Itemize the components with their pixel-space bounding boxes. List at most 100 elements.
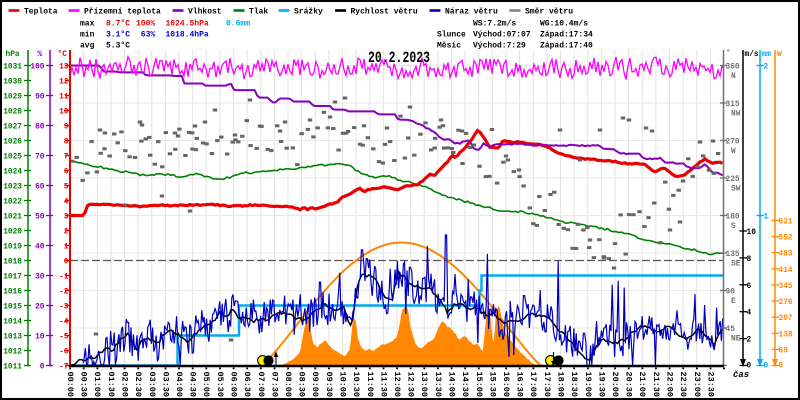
svg-text:02:30: 02:30 — [133, 372, 143, 398]
svg-text:8.7°C: 8.7°C — [106, 18, 130, 28]
svg-text:Směr větru: Směr větru — [525, 7, 573, 17]
svg-text:1025: 1025 — [3, 152, 22, 162]
svg-text:138: 138 — [779, 329, 793, 339]
svg-text:6: 6 — [64, 167, 69, 177]
svg-text:4: 4 — [747, 308, 752, 318]
svg-text:-2: -2 — [59, 287, 68, 297]
svg-text:1: 1 — [64, 242, 69, 252]
svg-text:9: 9 — [64, 122, 69, 132]
svg-text:1015: 1015 — [3, 302, 22, 312]
svg-text:07:00: 07:00 — [256, 372, 266, 398]
svg-text:°: ° — [726, 49, 731, 58]
svg-text:11: 11 — [59, 92, 68, 102]
svg-text:50: 50 — [35, 212, 44, 222]
svg-text:17:00: 17:00 — [528, 372, 538, 398]
svg-text:80: 80 — [35, 122, 44, 132]
svg-text:7: 7 — [64, 152, 69, 162]
svg-text:11:30: 11:30 — [378, 372, 388, 398]
svg-text:14:30: 14:30 — [460, 372, 470, 398]
svg-text:40: 40 — [35, 242, 44, 252]
svg-text:WG:10.4m/s: WG:10.4m/s — [540, 18, 588, 28]
svg-text:1019: 1019 — [3, 242, 22, 252]
svg-text:1026: 1026 — [3, 137, 22, 147]
svg-text:00:00: 00:00 — [65, 372, 75, 398]
svg-text:70: 70 — [35, 152, 44, 162]
svg-text:Západ:17:40: Západ:17:40 — [540, 40, 593, 50]
svg-text:1016: 1016 — [3, 287, 22, 297]
svg-text:18:00: 18:00 — [556, 372, 566, 398]
svg-text:Vlhkost: Vlhkost — [188, 7, 222, 17]
svg-text:0: 0 — [747, 361, 752, 371]
svg-text:1030: 1030 — [3, 77, 22, 87]
svg-text:NE: NE — [731, 334, 740, 344]
svg-text:Rychlost větru: Rychlost větru — [351, 7, 418, 17]
svg-text:avg: avg — [80, 40, 94, 50]
svg-text:hPa: hPa — [6, 50, 20, 59]
svg-text:1020: 1020 — [3, 227, 22, 237]
svg-text:345: 345 — [779, 281, 793, 291]
svg-text:13:00: 13:00 — [419, 372, 429, 398]
svg-text:W: W — [731, 146, 737, 156]
svg-text:Východ:07:07: Východ:07:07 — [473, 29, 531, 39]
svg-text:2: 2 — [64, 227, 69, 237]
svg-text:%: % — [38, 50, 43, 59]
svg-text:315: 315 — [726, 99, 740, 109]
svg-text:1011: 1011 — [3, 362, 22, 372]
svg-text:12:00: 12:00 — [392, 372, 402, 398]
svg-text:09:00: 09:00 — [310, 372, 320, 398]
svg-text:5: 5 — [64, 182, 69, 192]
svg-text:°C: °C — [58, 50, 68, 59]
svg-text:-4: -4 — [59, 317, 68, 327]
svg-text:Tlak: Tlak — [249, 7, 268, 17]
svg-text:10: 10 — [747, 227, 756, 237]
svg-text:23:00: 23:00 — [692, 372, 702, 398]
svg-text:01:00: 01:00 — [92, 372, 102, 398]
svg-text:0: 0 — [64, 257, 69, 267]
svg-text:04:00: 04:00 — [174, 372, 184, 398]
svg-text:21:00: 21:00 — [637, 372, 647, 398]
svg-text:02:00: 02:00 — [120, 372, 130, 398]
svg-text:1028: 1028 — [3, 107, 22, 117]
svg-text:SE: SE — [731, 259, 740, 269]
svg-text:5.3°C: 5.3°C — [106, 40, 130, 50]
svg-text:12: 12 — [59, 77, 68, 87]
svg-text:Východ:7:29: Východ:7:29 — [473, 40, 526, 50]
svg-text:4: 4 — [64, 197, 69, 207]
svg-text:1018: 1018 — [3, 257, 22, 267]
svg-text:276: 276 — [779, 297, 793, 307]
svg-text:0: 0 — [764, 361, 769, 371]
svg-text:225: 225 — [726, 174, 740, 184]
svg-text:N: N — [731, 71, 736, 81]
svg-text:483: 483 — [779, 249, 793, 259]
svg-text:8: 8 — [64, 137, 69, 147]
svg-text:552: 552 — [779, 233, 793, 243]
svg-text:45: 45 — [726, 324, 735, 334]
svg-text:1: 1 — [764, 212, 769, 222]
svg-text:12:30: 12:30 — [406, 372, 416, 398]
svg-text:-6: -6 — [59, 347, 68, 357]
svg-text:6: 6 — [747, 281, 752, 291]
svg-text:Náraz větru: Náraz větru — [445, 7, 498, 17]
svg-text:1012: 1012 — [3, 347, 22, 357]
svg-text:Přízemní teplota: Přízemní teplota — [84, 7, 161, 17]
svg-text:WS:7.2m/s: WS:7.2m/s — [473, 18, 516, 28]
svg-text:180: 180 — [726, 212, 740, 222]
svg-text:Slunce: Slunce — [437, 29, 466, 39]
svg-text:1024.5hPa: 1024.5hPa — [166, 18, 209, 28]
svg-text:S: S — [731, 221, 736, 231]
svg-text:1024: 1024 — [3, 167, 22, 177]
svg-text:3.1°C: 3.1°C — [106, 29, 130, 39]
svg-text:21:30: 21:30 — [651, 372, 661, 398]
svg-text:13:30: 13:30 — [433, 372, 443, 398]
svg-text:621: 621 — [779, 216, 793, 226]
svg-text:63%: 63% — [141, 29, 156, 39]
svg-text:10: 10 — [35, 332, 44, 342]
svg-text:04:30: 04:30 — [188, 372, 198, 398]
svg-text:NW: NW — [731, 109, 741, 119]
svg-text:07:30: 07:30 — [269, 372, 279, 398]
svg-text:20.2.2023: 20.2.2023 — [368, 49, 430, 67]
svg-text:05:00: 05:00 — [201, 372, 211, 398]
svg-text:-3: -3 — [59, 302, 68, 312]
svg-text:06:00: 06:00 — [229, 372, 239, 398]
svg-text:1014: 1014 — [3, 317, 22, 327]
